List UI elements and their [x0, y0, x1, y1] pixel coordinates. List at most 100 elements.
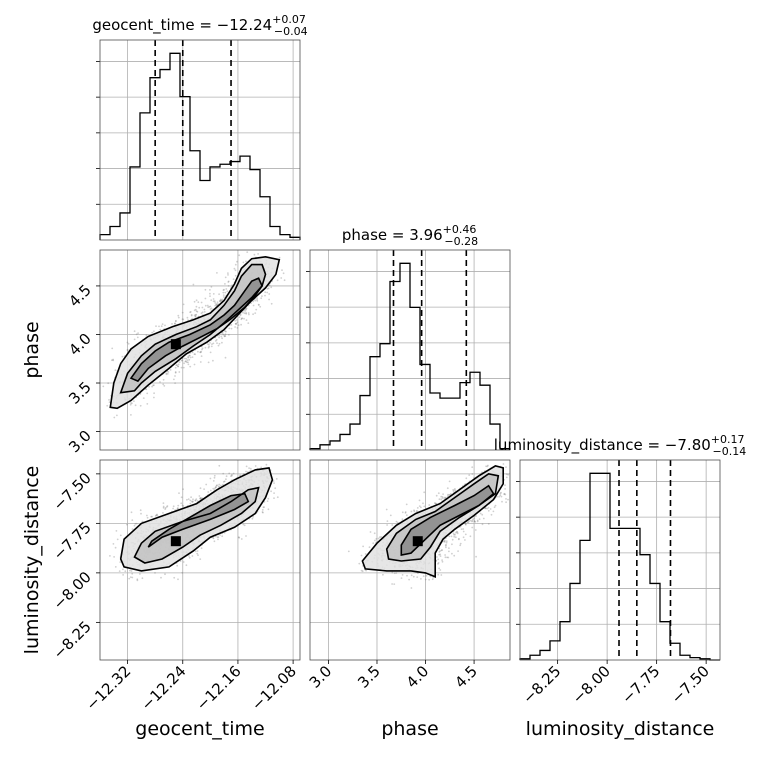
- sample-point: [174, 366, 177, 369]
- sample-point: [218, 464, 221, 467]
- sample-point: [176, 564, 179, 567]
- sample-point: [438, 551, 441, 553]
- sample-point: [236, 321, 239, 324]
- sample-point: [215, 303, 217, 306]
- sample-point: [484, 507, 487, 510]
- sample-point: [503, 493, 506, 496]
- sample-point: [268, 298, 270, 301]
- sample-point: [199, 497, 201, 500]
- sample-point: [180, 359, 183, 362]
- sample-point: [162, 378, 165, 381]
- sample-point: [462, 536, 465, 539]
- sample-point: [162, 506, 165, 509]
- sample-point: [493, 506, 496, 509]
- sample-point: [122, 574, 124, 576]
- sample-point: [133, 330, 136, 333]
- sample-point: [475, 515, 477, 517]
- sample-point: [126, 523, 128, 526]
- sample-point: [218, 336, 221, 339]
- sample-point: [135, 333, 138, 336]
- sample-point: [227, 274, 229, 276]
- sample-point: [273, 492, 275, 494]
- sample-point: [195, 498, 198, 501]
- x-axis-luminosity_distance: −8.25 −8.00 −7.75 −7.50 luminosity_distance: [519, 660, 714, 740]
- sample-point: [115, 530, 118, 532]
- sample-point: [474, 529, 477, 531]
- sample-point: [261, 295, 263, 297]
- sample-point: [181, 318, 184, 321]
- sample-point: [397, 521, 399, 524]
- sample-point: [114, 546, 117, 549]
- sample-point: [126, 348, 129, 351]
- sample-point: [153, 396, 155, 399]
- sample-point: [238, 254, 241, 257]
- sample-point: [263, 506, 265, 508]
- sample-point: [213, 300, 216, 303]
- sample-point: [420, 506, 422, 509]
- sample-point: [224, 291, 227, 294]
- sample-point: [119, 534, 122, 537]
- sample-point: [212, 298, 215, 300]
- sample-point: [439, 555, 442, 557]
- sample-point: [146, 392, 149, 395]
- sample-point: [240, 318, 243, 321]
- sample-point: [248, 313, 250, 316]
- title-minus: −0.28: [444, 235, 478, 248]
- sample-point: [204, 346, 207, 349]
- title-luminosity_distance: luminosity_distance = −7.80+0.17 −0.14: [494, 433, 746, 458]
- sample-point: [245, 319, 248, 321]
- sample-point: [420, 578, 422, 580]
- sample-point: [256, 298, 258, 301]
- sample-point: [444, 554, 446, 556]
- sample-point: [182, 366, 185, 369]
- sample-point: [448, 535, 451, 538]
- sample-point: [142, 397, 145, 399]
- sample-point: [189, 502, 192, 505]
- sample-point: [453, 535, 456, 538]
- sample-point: [222, 296, 225, 298]
- sample-point: [489, 508, 492, 510]
- title-minus: −0.14: [713, 445, 747, 458]
- y-tick-label: 4.5: [65, 281, 95, 311]
- density-frame: [99, 249, 301, 451]
- sample-point: [227, 285, 230, 287]
- sample-point: [438, 567, 440, 570]
- sample-point: [446, 487, 449, 490]
- sample-point: [211, 343, 213, 345]
- sample-point: [160, 576, 162, 579]
- sample-point: [412, 575, 415, 578]
- sample-point: [112, 358, 114, 361]
- sample-point: [129, 576, 132, 578]
- sample-point: [111, 359, 113, 362]
- sample-point: [265, 463, 268, 466]
- sample-point: [272, 480, 275, 482]
- sample-point: [109, 555, 111, 557]
- x-axis-label: geocent_time: [135, 718, 264, 740]
- sample-point: [207, 491, 210, 493]
- sample-point: [405, 503, 408, 506]
- sample-point: [212, 487, 215, 490]
- x-axis-phase: 3.0 3.5 4.0 4.5 phase: [306, 660, 481, 740]
- sample-point: [425, 574, 428, 577]
- sample-point: [180, 366, 183, 369]
- sample-point: [166, 506, 168, 508]
- sample-point: [222, 291, 225, 294]
- histogram-luminosity_distance: [519, 472, 720, 661]
- sample-point: [194, 314, 197, 316]
- sample-point: [252, 304, 255, 307]
- sample-point: [187, 363, 190, 366]
- sample-point: [248, 467, 251, 469]
- sample-point: [177, 578, 179, 581]
- sample-point: [136, 579, 139, 582]
- sample-point: [227, 280, 230, 283]
- sample-point: [262, 506, 265, 509]
- sample-point: [372, 542, 375, 545]
- sample-point: [193, 314, 196, 317]
- sample-point: [129, 403, 132, 406]
- sample-point: [410, 574, 413, 577]
- x-tick-label: 4.5: [451, 662, 481, 692]
- sample-point: [173, 576, 176, 579]
- sample-point: [443, 541, 446, 543]
- sample-point: [225, 478, 227, 481]
- sample-point: [186, 359, 189, 361]
